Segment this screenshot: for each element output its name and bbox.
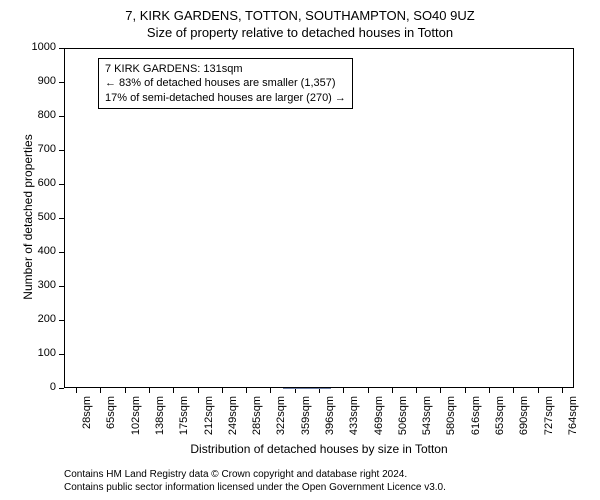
xtick-label: 28sqm [81,396,93,446]
xtick [198,388,199,393]
ytick-label: 100 [24,347,56,359]
xtick-label: 65sqm [105,396,117,446]
xtick [538,388,539,393]
ytick-label: 500 [24,211,56,223]
ytick-label: 700 [24,143,56,155]
xtick-label: 359sqm [300,396,312,446]
xtick-label: 396sqm [324,396,336,446]
ytick-label: 400 [24,245,56,257]
ytick-label: 300 [24,279,56,291]
callout-annotation: 7 KIRK GARDENS: 131sqm ← 83% of detached… [98,58,353,109]
ytick [59,388,64,389]
xtick-label: 764sqm [567,396,579,446]
xtick [125,388,126,393]
xtick-label: 433sqm [348,396,360,446]
xtick-label: 543sqm [421,396,433,446]
xtick [489,388,490,393]
attribution-footer: Contains HM Land Registry data © Crown c… [64,468,446,494]
xtick [100,388,101,393]
chart-container: 7, KIRK GARDENS, TOTTON, SOUTHAMPTON, SO… [0,0,600,500]
xtick [319,388,320,393]
xtick [173,388,174,393]
ytick-label: 800 [24,109,56,121]
chart-subtitle: Size of property relative to detached ho… [0,23,600,40]
xtick [513,388,514,393]
xtick [76,388,77,393]
xtick [343,388,344,393]
xtick [270,388,271,393]
xtick [562,388,563,393]
annotation-line: ← 83% of detached houses are smaller (1,… [105,76,346,90]
ytick-label: 600 [24,177,56,189]
xtick-label: 138sqm [154,396,166,446]
chart-title: 7, KIRK GARDENS, TOTTON, SOUTHAMPTON, SO… [0,0,600,23]
annotation-line: 7 KIRK GARDENS: 131sqm [105,62,346,76]
footer-line: Contains public sector information licen… [64,481,446,494]
xtick [246,388,247,393]
xtick-label: 285sqm [251,396,263,446]
xtick [465,388,466,393]
ytick-label: 1000 [24,41,56,53]
xtick-label: 616sqm [470,396,482,446]
xtick-label: 102sqm [130,396,142,446]
footer-line: Contains HM Land Registry data © Crown c… [64,468,446,481]
xtick-label: 727sqm [543,396,555,446]
ytick-label: 200 [24,313,56,325]
ytick-label: 900 [24,75,56,87]
xtick-label: 506sqm [397,396,409,446]
xtick [295,388,296,393]
xtick-label: 653sqm [494,396,506,446]
xtick-label: 212sqm [203,396,215,446]
annotation-line: 17% of semi-detached houses are larger (… [105,91,346,105]
xtick-label: 249sqm [227,396,239,446]
xtick [368,388,369,393]
xtick-label: 469sqm [373,396,385,446]
xtick [222,388,223,393]
xtick-label: 690sqm [518,396,530,446]
xtick-label: 580sqm [445,396,457,446]
xtick [392,388,393,393]
xtick [416,388,417,393]
xtick [149,388,150,393]
ytick-label: 0 [24,381,56,393]
xtick-label: 175sqm [178,396,190,446]
xtick-label: 322sqm [275,396,287,446]
xtick [440,388,441,393]
